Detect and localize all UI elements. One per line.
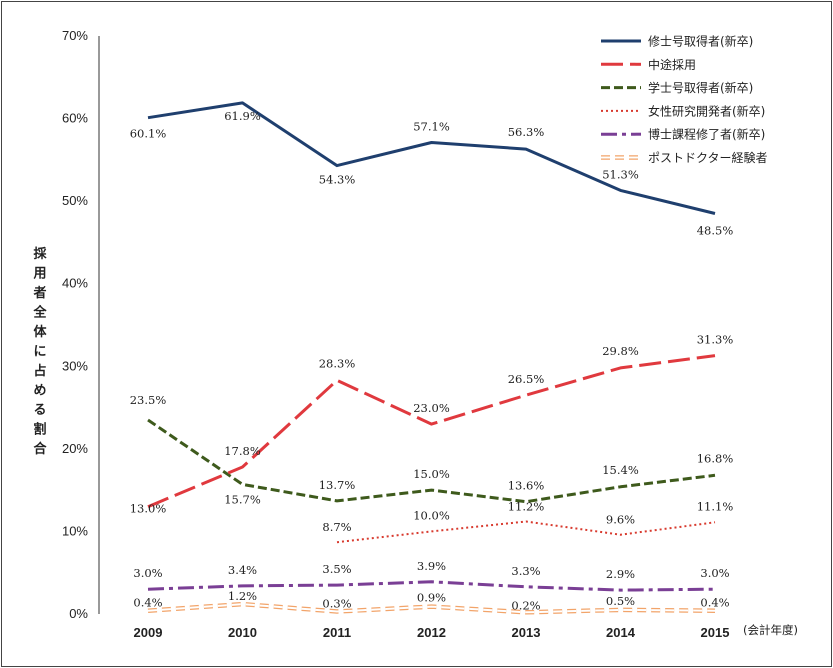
x-ticks: 2009 2010 2011 2012 2013 2014 2015 (134, 625, 730, 640)
data-label: 23.5% (130, 393, 167, 407)
legend-label: 学士号取得者(新卒) (648, 80, 753, 95)
series-lines (147, 101, 716, 615)
data-label: 3.0% (133, 566, 162, 580)
y-tick-label: 10% (62, 523, 88, 538)
x-tick-label: 2014 (606, 625, 636, 640)
x-tick-label: 2009 (134, 625, 163, 640)
data-label: 3.3% (511, 564, 540, 578)
data-labels: 60.1% 61.9% 54.3% 57.1% 56.3% 51.3% 48.5% 13.0%… (130, 109, 734, 612)
data-label: 3.4% (228, 563, 257, 577)
legend-label: 博士課程修了者(新卒) (648, 127, 765, 142)
data-label: 11.1% (697, 499, 734, 513)
x-tick-label: 2011 (323, 625, 351, 640)
legend-item: 修士号取得者(新卒) (601, 34, 753, 49)
data-label: 17.8% (224, 444, 261, 458)
x-axis-unit-label: (会計年度) (743, 623, 798, 637)
data-label: 1.2% (228, 589, 257, 603)
y-tick-label: 0% (69, 606, 88, 621)
data-label: 57.1% (413, 120, 450, 134)
legend-label: 女性研究開発者(新卒) (648, 103, 765, 118)
data-label: 23.0% (413, 401, 450, 415)
data-label: 0.4% (133, 596, 162, 610)
legend-label: 修士号取得者(新卒) (648, 34, 753, 49)
legend-item: 学士号取得者(新卒) (601, 80, 753, 95)
data-label: 3.9% (417, 559, 446, 573)
data-label: 9.6% (606, 513, 635, 527)
legend-label: ポストドクター経験者 (648, 150, 768, 165)
data-label: 15.4% (602, 463, 639, 477)
y-tick-label: 70% (62, 28, 88, 43)
data-label: 16.8% (697, 451, 734, 465)
data-label: 13.6% (508, 479, 545, 493)
data-label: 31.3% (697, 333, 734, 347)
data-label: 56.3% (508, 125, 545, 139)
data-label: 3.5% (322, 562, 351, 576)
legend-item: 博士課程修了者(新卒) (601, 127, 765, 142)
y-tick-label: 50% (62, 193, 88, 208)
data-label: 0.2% (511, 598, 540, 612)
data-label: 54.3% (319, 173, 356, 187)
legend-item: ポストドクター経験者 (601, 150, 768, 165)
y-tick-label: 60% (62, 111, 88, 126)
x-tick-label: 2015 (701, 625, 730, 640)
y-tick-label: 40% (62, 276, 88, 291)
data-label: 0.5% (606, 594, 635, 608)
legend-item: 中途採用 (601, 57, 696, 72)
data-label: 15.0% (413, 467, 450, 481)
data-label: 13.0% (130, 502, 167, 516)
series-line (147, 354, 716, 509)
y-ticks: 0% 10% 20% 30% 40% 50% 60% 70% (62, 28, 88, 621)
legend-item: 女性研究開発者(新卒) (601, 103, 765, 118)
series-line (147, 101, 716, 215)
x-tick-label: 2010 (228, 625, 257, 640)
legend-label: 中途採用 (648, 57, 696, 72)
data-label: 2.9% (606, 567, 635, 581)
data-label: 0.4% (700, 596, 729, 610)
data-label: 61.9% (224, 109, 261, 123)
data-label: 11.2% (508, 500, 545, 514)
y-tick-label: 20% (62, 441, 88, 456)
data-label: 15.7% (224, 492, 261, 506)
data-label: 29.8% (602, 344, 639, 358)
x-tick-label: 2012 (417, 625, 446, 640)
data-label: 26.5% (508, 372, 545, 386)
x-tick-label: 2013 (512, 625, 541, 640)
data-label: 60.1% (130, 127, 167, 141)
series-line (147, 418, 716, 504)
data-label: 0.3% (322, 597, 351, 611)
data-label: 8.7% (322, 520, 351, 534)
data-label: 51.3% (602, 167, 639, 181)
y-tick-label: 30% (62, 358, 88, 373)
data-label: 28.3% (319, 356, 356, 370)
data-label: 13.7% (319, 478, 356, 492)
data-label: 0.9% (417, 591, 446, 605)
series-line (147, 580, 716, 592)
y-axis-label: 採用者全体に占める割合 (32, 246, 47, 457)
data-label: 48.5% (697, 224, 734, 238)
series-line (336, 520, 716, 544)
data-label: 10.0% (413, 508, 450, 522)
series-line-inner (147, 603, 716, 614)
data-label: 3.0% (700, 566, 729, 580)
